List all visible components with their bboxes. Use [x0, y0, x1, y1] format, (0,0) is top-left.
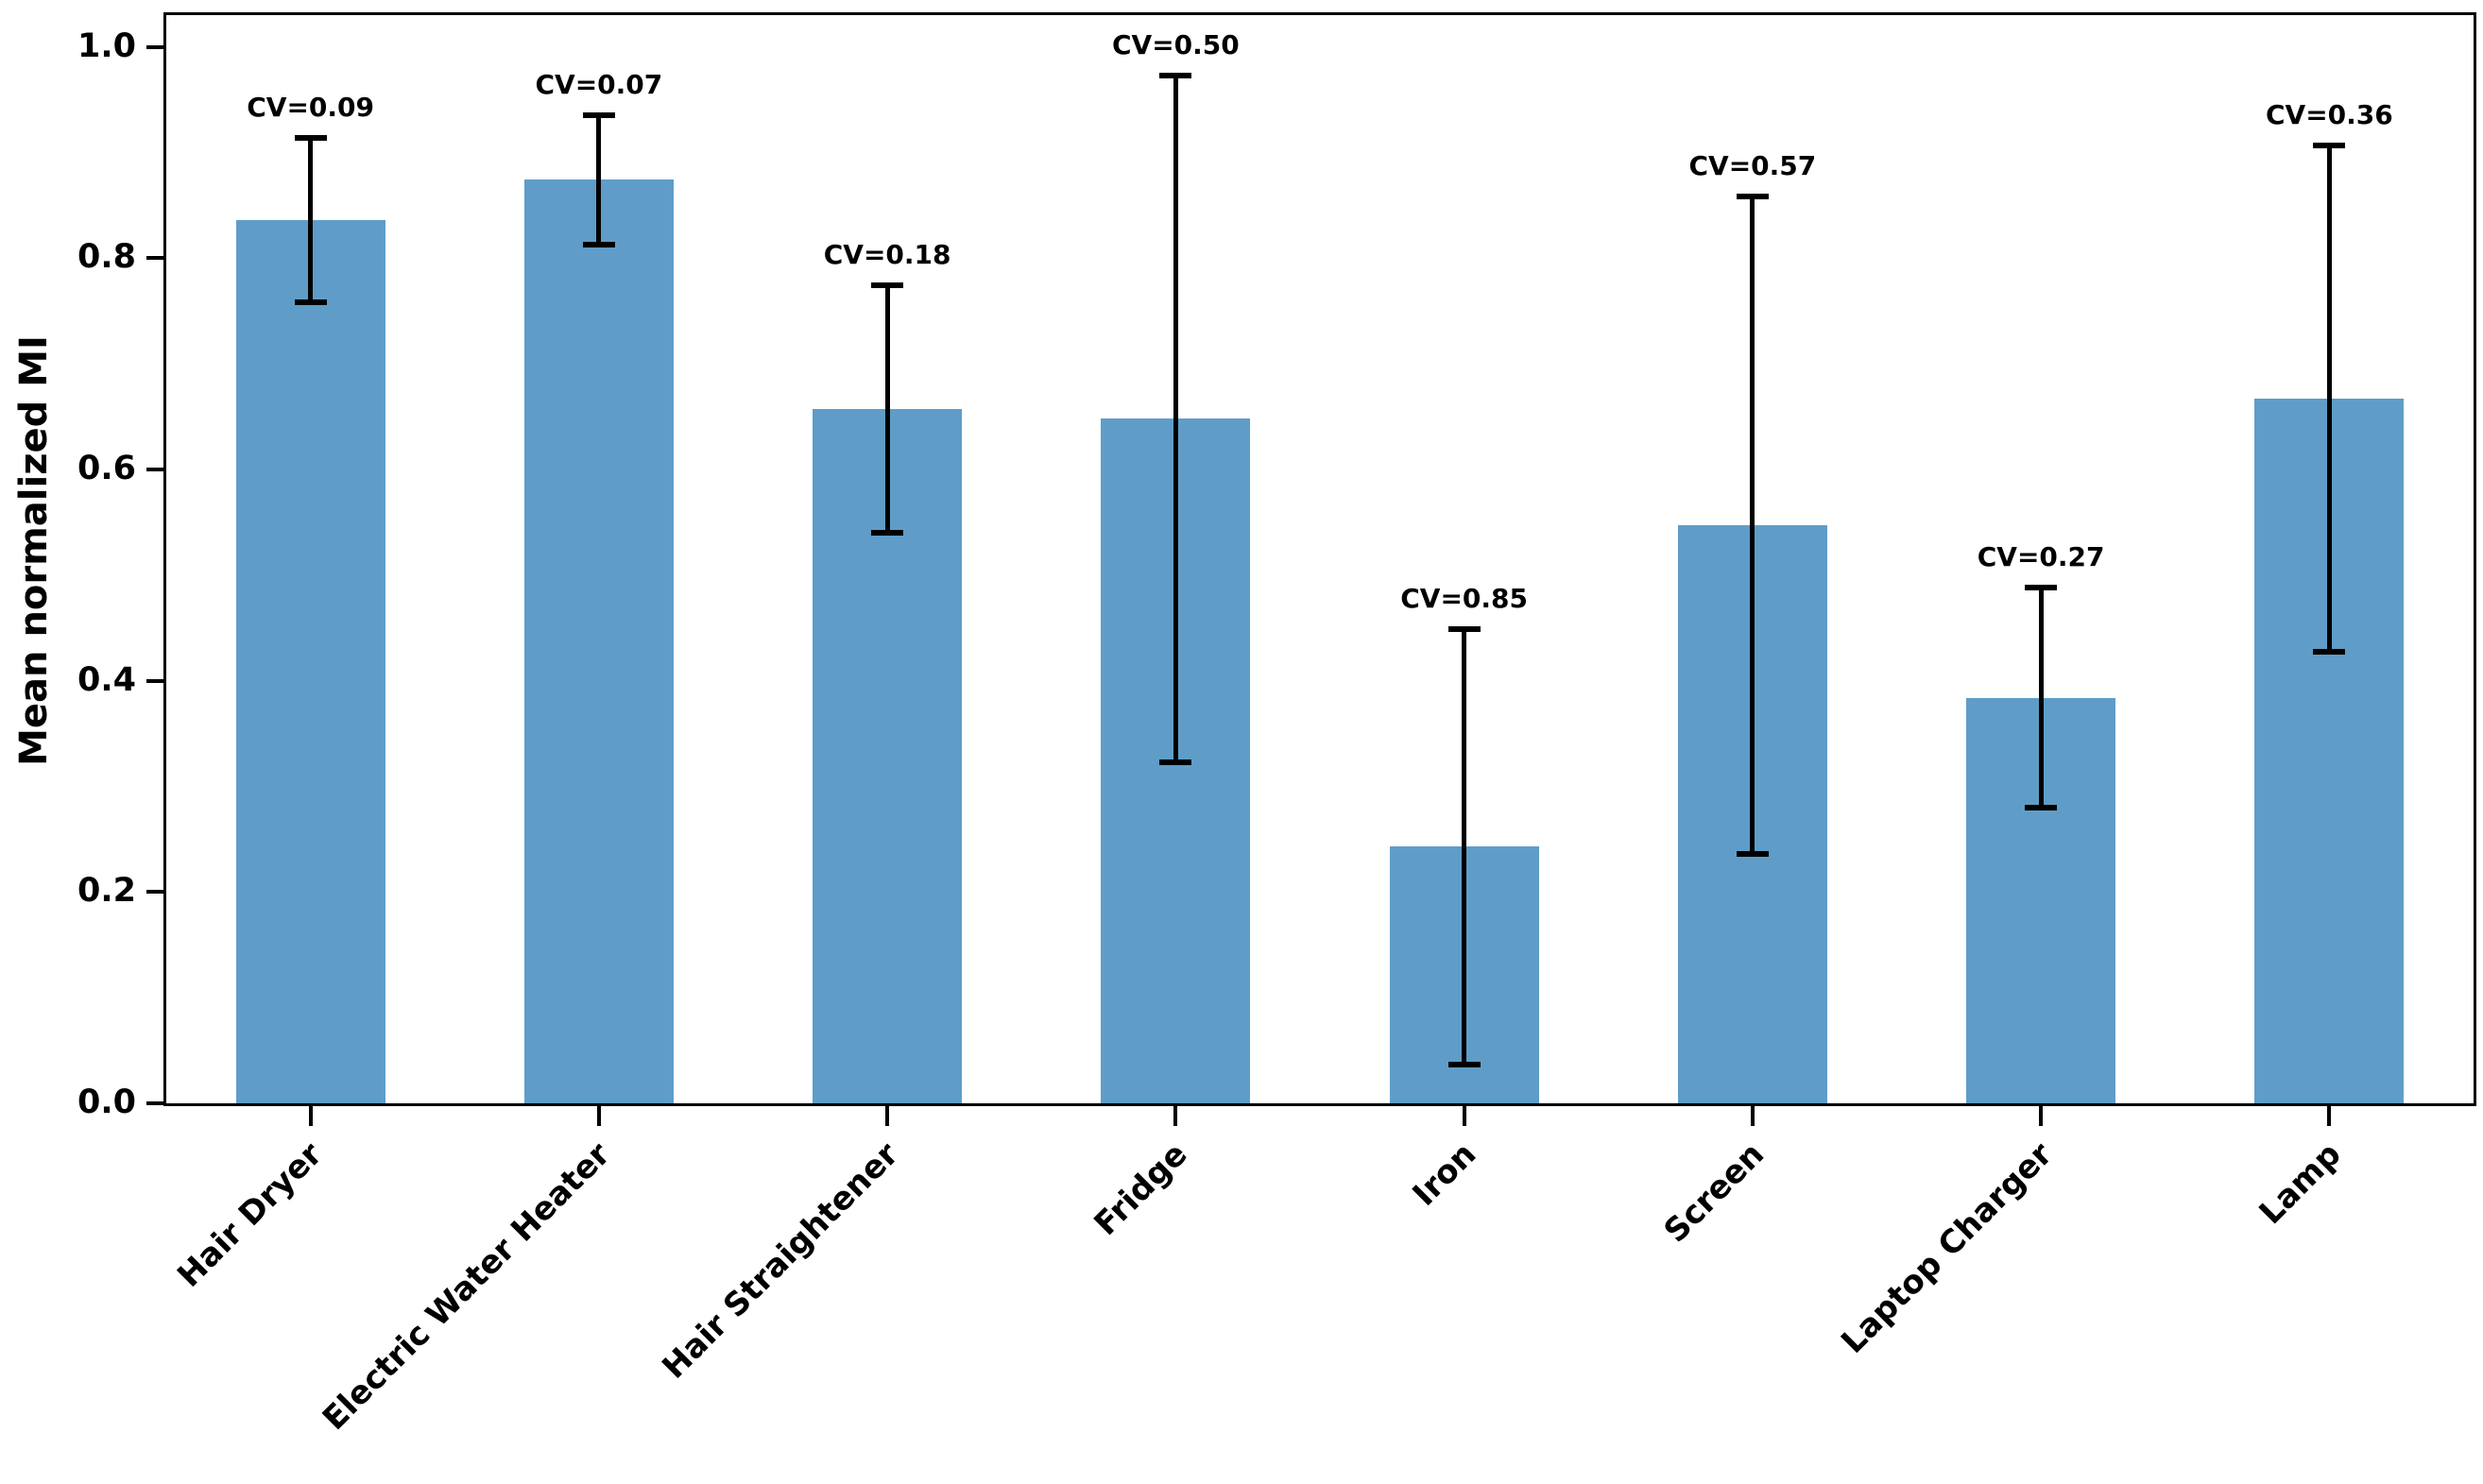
error-bar-cap: [871, 530, 904, 537]
y-tick-label: 1.0: [77, 26, 136, 65]
y-tick-label: 0.2: [77, 872, 136, 911]
x-tick-mark: [2039, 1106, 2044, 1126]
x-tick-label: Laptop Charger: [1834, 1135, 2061, 1361]
cv-annotation: CV=0.09: [247, 91, 375, 123]
x-tick-mark: [308, 1106, 313, 1126]
error-bar-cap: [2025, 804, 2058, 810]
error-bar-cap: [294, 134, 327, 141]
error-bar-cap: [1447, 1061, 1481, 1067]
x-tick-label: Electric Water Heater: [316, 1135, 619, 1438]
x-tick-label: Iron: [1405, 1135, 1483, 1214]
bar-hair-dryer: [235, 219, 385, 1103]
plot-area: 0.0 0.2 0.4 0.6 0.8 1.0 CV=0.09 Hair Dryer CV=0.…: [77, 12, 2476, 1438]
error-bar-cap: [2313, 649, 2346, 656]
error-bar-cap: [1736, 194, 1769, 200]
x-tick-mark: [1462, 1106, 1466, 1126]
y-tick-mark: [146, 1101, 163, 1105]
y-tick-label: 0.6: [77, 449, 136, 487]
y-tick-label: 0.4: [77, 660, 136, 699]
error-bar-cap: [582, 241, 615, 247]
error-bar-line: [884, 285, 890, 534]
error-bar-line: [1173, 75, 1178, 762]
cv-annotation: CV=0.18: [823, 239, 951, 271]
y-tick-mark: [146, 678, 163, 683]
error-bar-cap: [294, 299, 327, 306]
error-bar-cap: [2313, 142, 2346, 148]
cv-annotation: CV=0.85: [1400, 582, 1529, 614]
error-bar-line: [2326, 145, 2332, 653]
y-axis-label: Mean normalized MI: [12, 335, 56, 766]
x-tick-mark: [596, 1106, 601, 1126]
error-bar-line: [308, 137, 314, 303]
x-tick-label: Lamp: [2252, 1135, 2349, 1233]
y-tick-label: 0.8: [77, 238, 136, 277]
x-tick-label: Hair Straightener: [655, 1135, 907, 1387]
error-bar-cap: [2025, 585, 2058, 591]
x-tick-mark: [885, 1106, 890, 1126]
y-tick-mark: [146, 467, 163, 471]
cv-annotation: CV=0.36: [2265, 98, 2393, 130]
error-bar-cap: [1447, 625, 1481, 632]
error-bar-cap: [1736, 851, 1769, 858]
error-bar-cap: [871, 282, 904, 289]
error-bar-line: [596, 115, 602, 245]
x-tick-mark: [2327, 1106, 2332, 1126]
y-tick-mark: [146, 890, 163, 895]
error-bar-cap: [582, 112, 615, 119]
cv-annotation: CV=0.57: [1688, 150, 1817, 182]
x-tick-mark: [1173, 1106, 1178, 1126]
error-bar-cap: [1159, 759, 1192, 765]
x-tick-label: Hair Dryer: [170, 1135, 330, 1295]
error-bar-cap: [1159, 72, 1192, 78]
x-tick-label: Fridge: [1087, 1135, 1195, 1243]
y-tick-label: 0.0: [77, 1083, 136, 1121]
cv-annotation: CV=0.27: [1977, 541, 2105, 573]
cv-annotation: CV=0.07: [535, 69, 663, 101]
error-bar-line: [1462, 628, 1467, 1065]
bar-electric-water-heater: [523, 179, 674, 1103]
x-tick-mark: [1750, 1106, 1755, 1126]
cv-annotation: CV=0.50: [1111, 28, 1240, 60]
y-tick-mark: [146, 44, 163, 49]
error-bar-line: [1750, 196, 1755, 855]
y-tick-mark: [146, 256, 163, 261]
error-bar-line: [2038, 588, 2044, 808]
x-tick-label: Screen: [1656, 1135, 1772, 1251]
